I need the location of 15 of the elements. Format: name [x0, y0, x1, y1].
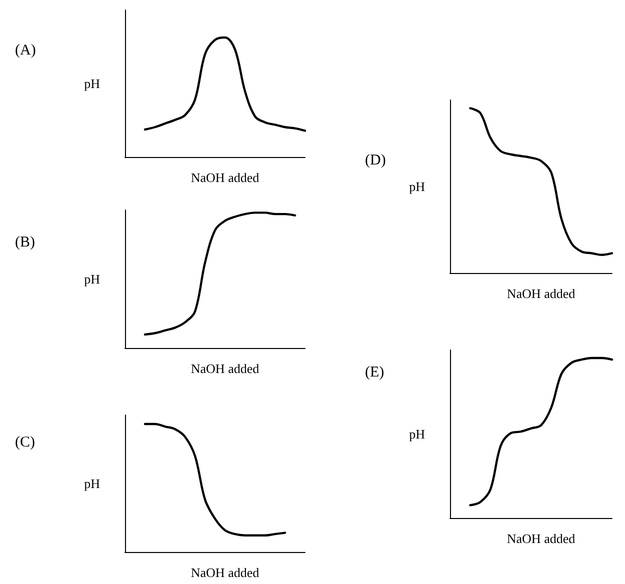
x-axis-title: NaOH added: [190, 170, 260, 185]
x-axis-title: NaOH added: [190, 565, 260, 580]
y-axis-title: pH: [409, 426, 425, 442]
y-axis-title: pH: [84, 476, 100, 491]
text: (C): [15, 434, 35, 450]
text: (D): [365, 152, 386, 168]
y-axis-title: pH: [84, 76, 100, 91]
chart-title: (A): [15, 42, 36, 58]
y-axis-title: pH: [409, 179, 425, 194]
x-axis-title: NaOH added: [506, 286, 576, 301]
x-axis-title: NaOH added: [506, 531, 576, 546]
y-axis-title: pH: [84, 272, 100, 286]
text: (B): [15, 234, 35, 250]
chart-title: (E): [365, 364, 384, 380]
x-axis-title: NaOH added: [190, 361, 260, 376]
